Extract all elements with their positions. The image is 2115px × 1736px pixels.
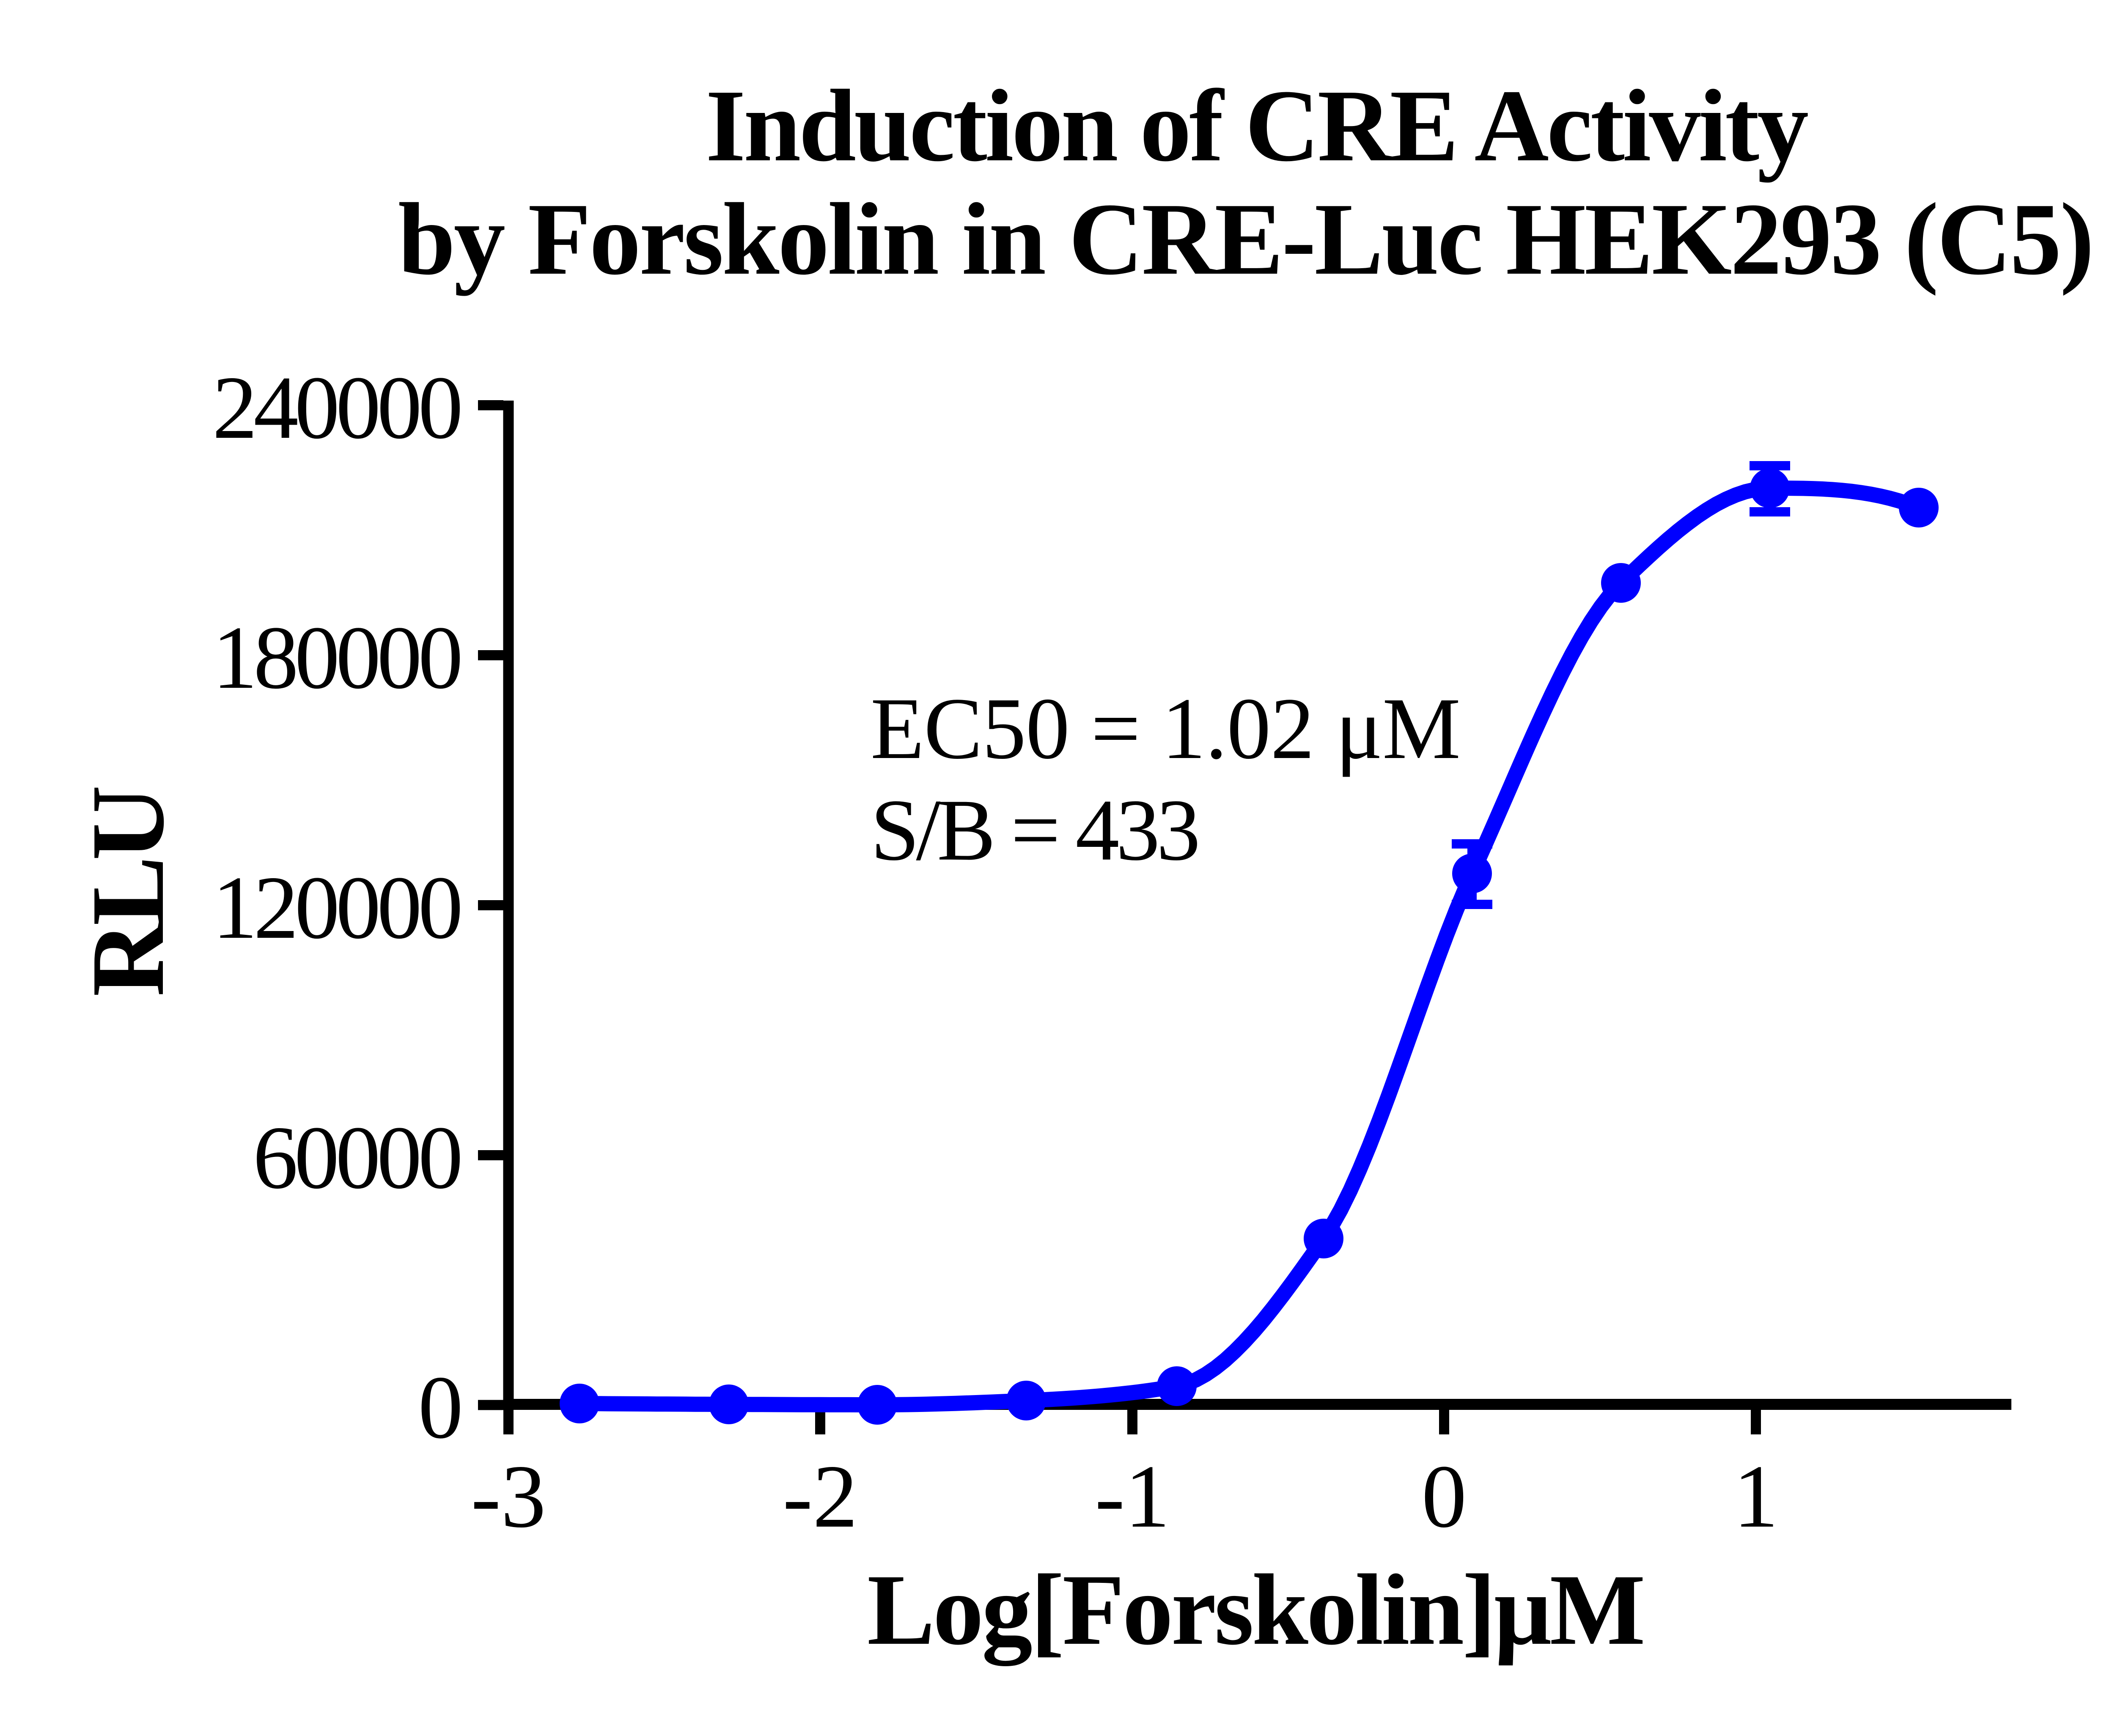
svg-text:180000: 180000: [212, 608, 463, 708]
svg-text:RLU: RLU: [70, 785, 186, 997]
svg-text:60000: 60000: [253, 1108, 463, 1208]
svg-text:S/B = 433: S/B = 433: [871, 781, 1200, 879]
svg-text:0: 0: [418, 1358, 464, 1458]
svg-text:0: 0: [1422, 1447, 1467, 1546]
svg-text:-1: -1: [1095, 1447, 1170, 1546]
svg-text:240000: 240000: [212, 358, 463, 458]
svg-text:1: 1: [1733, 1447, 1779, 1546]
svg-text:-3: -3: [471, 1447, 546, 1546]
svg-text:Induction of CRE Activity: Induction of CRE Activity: [706, 69, 1809, 183]
svg-text:EC50 = 1.02 μM: EC50 = 1.02 μM: [871, 680, 1461, 777]
svg-text:by Forskolin in CRE-Luc HEK293: by Forskolin in CRE-Luc HEK293 (C5): [398, 182, 2094, 296]
svg-text:120000: 120000: [212, 858, 463, 958]
svg-text:Log[Forskolin]μM: Log[Forskolin]μM: [867, 1553, 1645, 1666]
svg-text:-2: -2: [783, 1447, 857, 1546]
